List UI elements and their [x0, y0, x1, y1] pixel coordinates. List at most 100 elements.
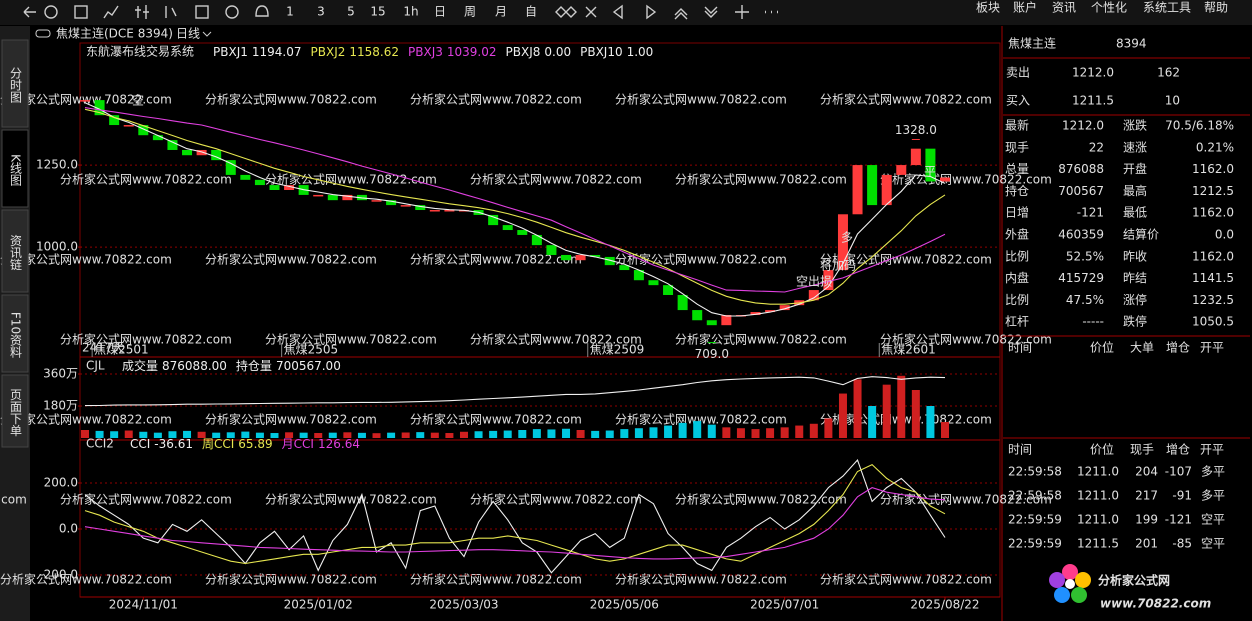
table-header: 增仓	[1166, 443, 1190, 457]
volume-bar	[809, 423, 818, 438]
watermark: 分析家公式网www.70822.com	[880, 332, 1052, 347]
x-tick-label: 2025/01/02	[284, 598, 353, 612]
icon-draw[interactable]	[165, 6, 177, 18]
icon-line[interactable]	[103, 5, 119, 19]
menu-item[interactable]: 资讯	[1052, 1, 1076, 15]
period-button[interactable]: 日	[434, 5, 446, 19]
indicator-line	[84, 108, 946, 305]
candle	[561, 254, 572, 261]
icon-right[interactable]	[646, 4, 657, 20]
icon-kline[interactable]	[135, 5, 149, 19]
volume-bar	[941, 422, 949, 438]
candle	[896, 165, 907, 175]
candle	[648, 280, 659, 286]
volume-bar	[372, 433, 381, 438]
sidebar-tab[interactable]	[1, 374, 29, 448]
quote-field: 杠杆	[1005, 314, 1029, 329]
quote-value: 47.5%	[1066, 293, 1104, 307]
link-icon[interactable]	[35, 29, 51, 38]
volume-bar	[212, 432, 221, 438]
legend-name: PBXJ3	[408, 45, 443, 59]
quote-value: -121	[1077, 206, 1104, 220]
watermark: 分析家公式网www.70822.com	[820, 92, 992, 107]
table-header: 增仓	[1166, 341, 1190, 355]
indicator-line	[84, 102, 946, 317]
quote-side-price: 1212.0	[1072, 66, 1114, 80]
volume-bar	[314, 433, 323, 438]
watermark: 分析家公式网www.70822.com	[615, 572, 787, 587]
icon-refresh[interactable]	[44, 5, 58, 19]
tick-cell: 22:59:58	[1008, 489, 1062, 503]
icon-bell[interactable]	[255, 5, 269, 17]
volume-bar	[387, 432, 396, 438]
period-button[interactable]: 3	[317, 5, 325, 19]
period-button[interactable]: 周	[464, 5, 476, 19]
volume-bar	[780, 427, 789, 438]
menu-item[interactable]: 板块	[976, 1, 1000, 15]
table-header: 开平	[1200, 443, 1224, 457]
icon-up[interactable]	[674, 8, 688, 20]
period-button[interactable]: 1	[286, 5, 294, 19]
legend-value: 126.64	[318, 437, 360, 451]
quote-value: 1162.0	[1192, 162, 1234, 176]
signal-label: 空	[132, 94, 144, 108]
menu-item[interactable]: 账户	[1013, 0, 1037, 15]
icon-list[interactable]	[74, 5, 88, 19]
candle	[575, 254, 586, 261]
volume-bar	[95, 430, 104, 438]
period-button[interactable]: 月	[495, 5, 507, 19]
watermark: 分析家公式网www.70822.com	[265, 492, 437, 507]
sidebar-tab-label: 分时图	[9, 67, 23, 103]
sidebar-tab[interactable]	[1, 209, 29, 293]
candle	[109, 115, 120, 126]
sidebar-tab[interactable]	[1, 294, 29, 373]
quote-value: 1162.0	[1192, 249, 1234, 263]
contract-label: 焦煤2505	[284, 343, 339, 357]
menu-item[interactable]: 系统工具	[1143, 1, 1191, 15]
watermark: 分析家公式网www.70822.com	[615, 412, 787, 427]
volume-bar	[664, 425, 673, 438]
candle	[721, 315, 732, 326]
sidebar-tab[interactable]	[1, 129, 29, 208]
sidebar-tab-label: K线图	[9, 154, 23, 186]
period-button[interactable]: 自	[525, 5, 537, 19]
icon-box[interactable]	[195, 5, 209, 19]
table-header: 现手	[1130, 443, 1154, 457]
icon-cycle[interactable]	[225, 5, 239, 19]
quote-value: 70.5/6.18%	[1165, 119, 1234, 133]
candle	[706, 320, 717, 326]
volume-bar	[183, 430, 192, 438]
icon-down[interactable]	[704, 6, 718, 18]
period-dropdown-icon[interactable]	[202, 31, 212, 37]
quote-side-price: 1211.5	[1072, 94, 1114, 108]
candle	[692, 310, 703, 321]
volume-bar	[824, 418, 833, 438]
icon-back[interactable]	[23, 6, 36, 18]
icon-left[interactable]	[612, 4, 623, 20]
tick-cell: 空平	[1201, 537, 1225, 551]
quote-code: 8394	[1116, 37, 1147, 51]
icon-zoom[interactable]	[555, 6, 577, 18]
period-button[interactable]: 5	[347, 5, 355, 19]
sidebar-tab[interactable]	[1, 39, 29, 128]
volume-bar	[139, 431, 148, 438]
menu-item[interactable]: 个性化	[1091, 1, 1127, 15]
period-button[interactable]: 15	[370, 5, 385, 19]
volume-bar	[401, 432, 410, 438]
candle	[881, 174, 892, 206]
icon-shrink[interactable]	[585, 6, 597, 18]
icon-move[interactable]	[735, 5, 749, 19]
watermark: 分析家公式网www.70822.com	[205, 92, 377, 107]
menu-item[interactable]: 帮助	[1204, 1, 1228, 15]
volume-bar	[153, 432, 162, 438]
candle	[240, 174, 251, 180]
period-button[interactable]: 1h	[403, 5, 418, 19]
quote-field: 涨跌	[1123, 118, 1147, 133]
quote-value: 1141.5	[1192, 271, 1234, 285]
quote-field: 总量	[1005, 162, 1029, 176]
quote-name: 焦煤主连	[1008, 36, 1056, 51]
candle	[604, 256, 615, 266]
watermark: 分析家公式网www.70822.com	[410, 92, 582, 107]
quote-field: 比例	[1005, 249, 1029, 263]
